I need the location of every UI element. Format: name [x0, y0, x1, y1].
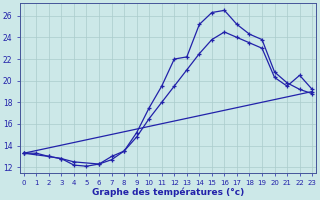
X-axis label: Graphe des températures (°c): Graphe des températures (°c) [92, 188, 244, 197]
